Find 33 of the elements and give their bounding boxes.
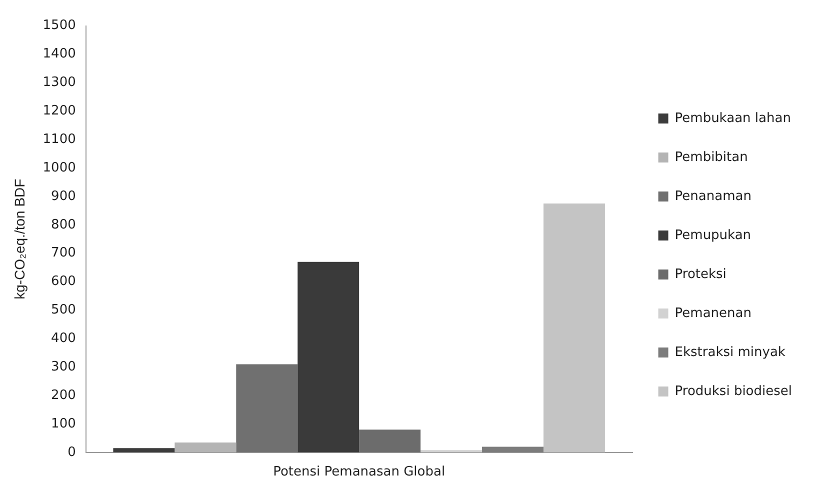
legend-label: Ekstraksi minyak bbox=[674, 344, 786, 360]
bar bbox=[543, 204, 605, 452]
bar bbox=[359, 430, 421, 452]
bar bbox=[298, 262, 360, 452]
y-tick-label: 1200 bbox=[42, 103, 76, 118]
y-tick-label: 1300 bbox=[42, 75, 76, 90]
bar bbox=[113, 448, 175, 452]
y-tick-label: 100 bbox=[51, 416, 76, 432]
legend-label: Pembibitan bbox=[674, 150, 748, 165]
y-tick-label: 1400 bbox=[42, 46, 76, 62]
y-tick-label: 1000 bbox=[42, 160, 76, 176]
bar bbox=[174, 442, 236, 452]
y-tick-label: 300 bbox=[51, 359, 76, 374]
y-tick-label: 500 bbox=[51, 302, 76, 318]
y-tick-label: 200 bbox=[51, 388, 76, 403]
y-tick-label: 600 bbox=[51, 274, 76, 290]
legend-label: Proteksi bbox=[674, 266, 726, 282]
y-tick-label: 900 bbox=[51, 188, 76, 204]
y-tick-label: 1100 bbox=[42, 132, 76, 147]
legend-label: Pemupukan bbox=[674, 228, 752, 243]
x-tick-label: Potensi Pemanasan Global bbox=[273, 464, 446, 480]
bar bbox=[236, 364, 298, 452]
y-tick-label: 400 bbox=[51, 331, 76, 346]
y-tick-label: 0 bbox=[68, 444, 76, 460]
y-tick-label: 800 bbox=[51, 217, 76, 232]
legend-label: Pemanenan bbox=[674, 306, 752, 321]
y-axis-title: kg-CO₂eq./ton BDF bbox=[11, 178, 28, 300]
legend-label: Penanaman bbox=[674, 188, 752, 204]
legend-label: Produksi biodiesel bbox=[674, 384, 792, 399]
bar bbox=[482, 446, 544, 452]
y-tick-label: 1500 bbox=[42, 18, 76, 34]
y-tick-label: 700 bbox=[51, 246, 76, 261]
legend-label: Pembukaan lahan bbox=[674, 110, 791, 126]
